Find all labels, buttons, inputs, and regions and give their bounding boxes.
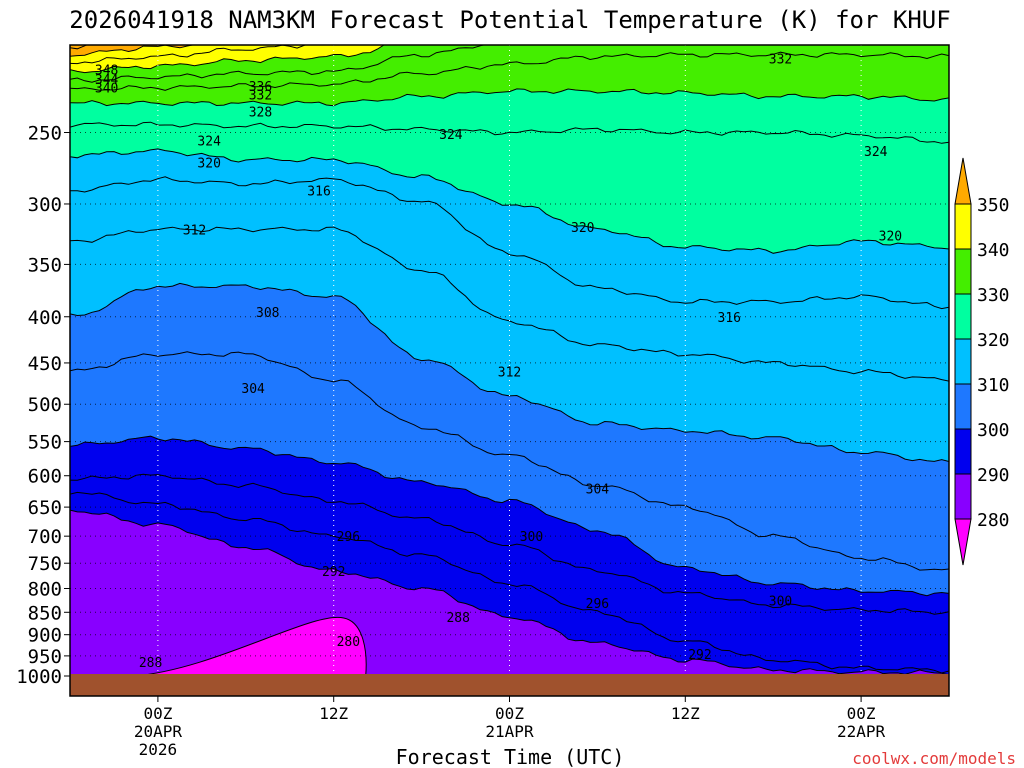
- credit-text: coolwx.com/models: [852, 749, 1016, 768]
- contour-label-324: 324: [439, 128, 463, 143]
- contour-label-320: 320: [197, 157, 220, 172]
- y-tick-label-400: 400: [28, 307, 62, 329]
- contour-label-320: 320: [879, 229, 902, 244]
- colorbar-tick-350: 350: [977, 195, 1010, 216]
- contour-label-288: 288: [446, 611, 469, 626]
- colorbar-tick-300: 300: [977, 420, 1010, 441]
- contour-label-316: 316: [718, 311, 741, 326]
- y-tick-label-850: 850: [28, 602, 62, 624]
- y-tick-label-900: 900: [28, 625, 62, 647]
- contour-label-308: 308: [256, 306, 279, 321]
- x-tick-label-30-0: 00Z: [495, 704, 524, 723]
- x-tick-label-6-2: 2026: [139, 740, 178, 759]
- x-tick-label-30-1: 21APR: [485, 722, 534, 741]
- plot-area: [70, 45, 949, 696]
- y-tick-label-800: 800: [28, 579, 62, 601]
- isentrope-292: [70, 491, 949, 674]
- contour-label-300: 300: [520, 530, 543, 545]
- ground-surface: [70, 674, 949, 696]
- isentrope-300: [70, 435, 949, 597]
- colorbar-tick-280: 280: [977, 510, 1010, 531]
- colorbar-tick-290: 290: [977, 465, 1010, 486]
- colorbar-top-arrow: [954, 157, 972, 205]
- contour-label-296: 296: [337, 530, 360, 545]
- isentrope-328: [70, 88, 949, 107]
- contour-label-296: 296: [586, 597, 609, 612]
- theta-color-bands: [70, 45, 949, 696]
- contour-label-344: 344: [95, 73, 119, 88]
- colorbar-swatch-330: [954, 248, 972, 295]
- chart-title: 2026041918 NAM3KM Forecast Potential Tem…: [69, 6, 950, 34]
- colorbar-swatch-320: [954, 293, 972, 340]
- y-tick-label-950: 950: [28, 646, 62, 668]
- colorbar-tick-340: 340: [977, 240, 1010, 261]
- y-tick-label-450: 450: [28, 353, 62, 375]
- contour-label-316: 316: [307, 185, 330, 200]
- contour-label-280: 280: [337, 635, 360, 650]
- y-tick-label-700: 700: [28, 526, 62, 548]
- x-tick-label-6-0: 00Z: [143, 704, 172, 723]
- contour-label-300: 300: [769, 595, 792, 610]
- colorbar-swatch-280: [954, 473, 972, 520]
- isentrope-332: [70, 51, 949, 91]
- contour-label-320: 320: [571, 221, 594, 236]
- contour-label-304: 304: [586, 483, 610, 498]
- colorbar-bottom-arrow: [954, 518, 972, 566]
- contour-label-340: 340: [95, 82, 118, 97]
- x-tick-label-42-0: 12Z: [671, 704, 700, 723]
- x-tick-label-18-0: 12Z: [319, 704, 348, 723]
- contour-label-292: 292: [688, 648, 711, 663]
- isentrope-336: [70, 45, 486, 83]
- contour-label-332: 332: [769, 52, 792, 67]
- contour-label-332: 332: [249, 89, 272, 104]
- contour-label-312: 312: [498, 366, 521, 381]
- warm-pocket-280: [133, 616, 367, 677]
- x-tick-label-54-1: 22APR: [837, 722, 886, 741]
- colorbar-swatch-290: [954, 428, 972, 475]
- y-tick-label-650: 650: [28, 497, 62, 519]
- contour-label-304: 304: [241, 382, 265, 397]
- colorbar-tick-330: 330: [977, 285, 1010, 306]
- isentrope-344: [70, 45, 308, 65]
- contour-label-324: 324: [864, 145, 888, 160]
- colorbar: 280 290 300 310 320 330 340 350: [954, 157, 1010, 566]
- y-axis: 2503003504004505005506006507007508008509…: [16, 122, 70, 688]
- isentrope-304: [70, 351, 949, 571]
- contour-label-292: 292: [322, 565, 345, 580]
- y-tick-label-550: 550: [28, 432, 62, 454]
- colorbar-swatch-310: [954, 338, 972, 385]
- x-tick-label-54-0: 00Z: [847, 704, 876, 723]
- y-tick-label-250: 250: [28, 122, 62, 144]
- y-tick-label-300: 300: [28, 194, 62, 216]
- isentrope-340: [70, 45, 385, 74]
- colorbar-swatch-300: [954, 383, 972, 430]
- x-tick-label-6-1: 20APR: [134, 722, 183, 741]
- y-tick-label-600: 600: [28, 466, 62, 488]
- isentrope-316: [70, 176, 949, 310]
- y-tick-label-350: 350: [28, 254, 62, 276]
- isentrope-324: [70, 121, 949, 144]
- y-tick-label-500: 500: [28, 394, 62, 416]
- contour-label-348: 348: [95, 64, 118, 79]
- dotted-grid: [70, 45, 949, 696]
- y-tick-label-750: 750: [28, 553, 62, 575]
- colorbar-tick-310: 310: [977, 375, 1010, 396]
- y-tick-label-1000: 1000: [16, 666, 62, 688]
- colorbar-tick-320: 320: [977, 330, 1010, 351]
- contour-label-288: 288: [139, 656, 162, 671]
- isentrope-288: [70, 509, 949, 676]
- contour-label-324: 324: [197, 134, 221, 149]
- contour-label-328: 328: [249, 106, 272, 121]
- contour-label-312: 312: [183, 223, 206, 238]
- contour-label-336: 336: [249, 80, 272, 95]
- x-axis-label: Forecast Time (UTC): [396, 745, 625, 768]
- colorbar-swatch-340: [954, 203, 972, 250]
